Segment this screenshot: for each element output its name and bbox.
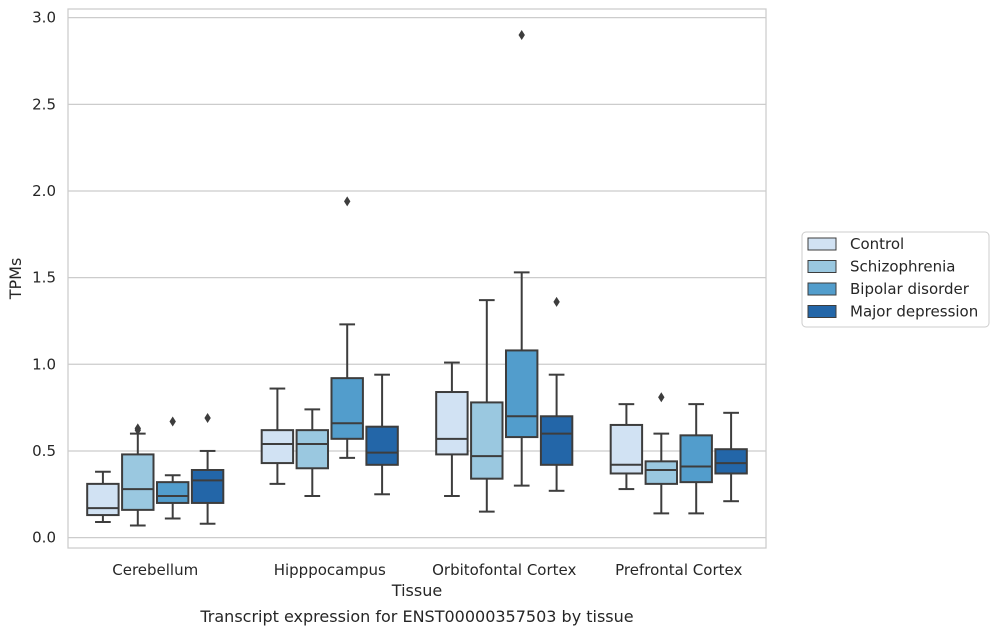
box-body [295,429,330,470]
box [714,411,748,503]
outlier-marker [204,413,211,424]
y-tick-label: 0.0 [32,529,56,547]
y-tick-label: 0.5 [32,442,56,460]
y-tick-label: 2.0 [32,182,56,200]
box-body [365,425,399,466]
legend: Control Schizophrenia Bipolar disorder Majo… [801,231,990,328]
box-body [470,401,504,480]
plot-frame [67,8,767,549]
box-body [260,429,295,465]
box-body [155,481,190,504]
y-tick-labels: 0.0 0.5 1.0 1.5 2.0 2.5 3.0 [32,9,56,547]
box [121,423,155,527]
y-tick-label: 3.0 [32,9,56,27]
box-body [539,415,574,466]
outlier-marker [134,423,141,434]
series-bipolar-disorder [155,29,713,520]
box-body [330,377,364,440]
box [470,299,504,513]
x-tick-label: Orbitofontal Cortex [432,561,576,579]
legend-swatch [807,237,837,251]
y-tick-label: 1.5 [32,269,56,287]
box [155,416,190,520]
legend-swatch [807,305,837,318]
box [679,403,713,515]
outlier-marker [553,296,560,307]
box [260,387,295,485]
outlier-marker [518,29,525,40]
outlier-marker [169,416,176,427]
y-axis-label: TPMs [6,258,25,301]
box [609,403,644,491]
box-body [504,349,539,439]
box [435,361,469,498]
legend-swatch [807,282,837,296]
outlier-marker [658,392,665,403]
box-body [609,423,644,475]
box-body [714,448,748,475]
box [539,296,574,492]
series-major-depression [190,296,748,525]
box-body [679,434,713,484]
box-body [190,469,225,504]
x-tick-labels: Cerebellum Hipppocampus Orbitofontal Corte… [112,561,742,579]
legend-frame [801,231,990,328]
legend-swatch [807,260,837,273]
box [365,373,399,496]
x-tick-label: Cerebellum [112,561,198,579]
box [504,29,539,487]
box-body [435,391,469,456]
figure-caption: Transcript expression for ENST0000035750… [199,607,633,626]
box-body [644,460,679,485]
x-tick-label: Hipppocampus [274,561,386,579]
x-tick-label: Prefrontal Cortex [615,561,742,579]
series-schizophrenia [121,299,679,527]
box [190,413,225,525]
outlier-marker [344,196,351,207]
legend-label: Schizophrenia [850,258,955,276]
y-tick-label: 2.5 [32,95,56,113]
grid-lines [68,17,766,539]
series-control [86,361,644,524]
box [330,196,364,459]
box [295,408,330,498]
y-tick-label: 1.0 [32,355,56,373]
legend-label: Control [850,235,904,253]
box-body [86,482,120,517]
x-axis-label: Tissue [391,581,442,600]
box-body [121,453,155,511]
box [644,392,679,515]
box [86,470,120,524]
box-groups [86,29,748,527]
legend-label: Bipolar disorder [850,280,970,298]
legend-label: Major depression [850,303,978,321]
